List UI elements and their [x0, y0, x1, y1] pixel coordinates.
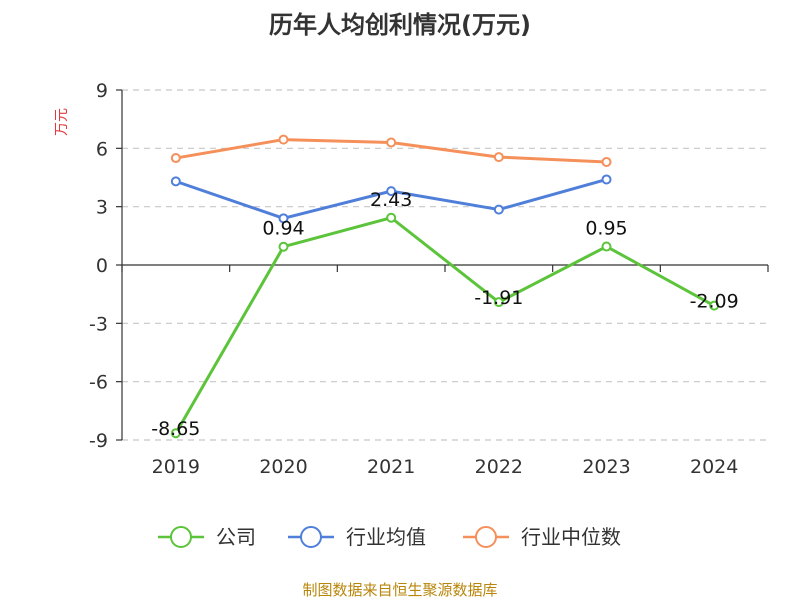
series-line-0	[174, 216, 715, 434]
y-tick-label: 3	[96, 197, 108, 219]
data-label: 0.94	[262, 218, 304, 240]
source-note: 制图数据来自恒生聚源数据库	[302, 581, 497, 599]
chart-title: 历年人均创利情况(万元)	[269, 11, 531, 39]
legend: 公司 行业均值 行业中位数	[158, 525, 621, 549]
y-tick-label: 6	[96, 138, 108, 160]
data-label: 2.43	[370, 189, 412, 211]
y-axis-label: 万元	[54, 108, 70, 136]
x-tick-label: 2020	[259, 456, 307, 478]
data-point	[709, 300, 720, 311]
data-point	[170, 153, 181, 164]
x-tick-label: 2024	[690, 456, 738, 478]
legend-label: 公司	[216, 525, 256, 549]
data-point	[386, 212, 397, 223]
data-point	[278, 213, 289, 224]
x-tick-label: 2019	[152, 456, 200, 478]
data-point	[278, 241, 289, 252]
legend-marker	[300, 526, 322, 548]
data-point	[386, 186, 397, 197]
data-point	[493, 297, 504, 308]
x-tick-label: 2022	[475, 456, 523, 478]
x-tick-labels: 2019 2020 2021 2022 2023 2024	[152, 456, 739, 478]
legend-marker	[475, 526, 497, 548]
x-tick-label: 2023	[582, 456, 630, 478]
data-point	[493, 204, 504, 215]
data-point	[601, 241, 612, 252]
data-point	[493, 152, 504, 163]
data-label: -1.91	[474, 287, 523, 309]
axes	[116, 89, 769, 441]
y-tick-labels: 9 6 3 0 -3 -6 -9	[89, 80, 108, 452]
series-group	[170, 134, 720, 439]
y-tick-label: -3	[89, 313, 108, 335]
data-point	[278, 134, 289, 145]
data-label: -8.65	[151, 418, 200, 440]
data-labels: -8.65 0.94 2.43 -1.91 0.95 -2.09	[151, 189, 739, 440]
y-tick-label: -6	[89, 372, 108, 394]
legend-label: 行业均值	[346, 525, 426, 549]
y-tick-label: 9	[96, 80, 108, 102]
data-point	[601, 156, 612, 167]
y-tick-label: 0	[96, 255, 108, 277]
data-label: -2.09	[690, 291, 739, 313]
data-point	[386, 137, 397, 148]
data-point	[601, 174, 612, 185]
legend-marker	[170, 526, 192, 548]
data-label: 0.95	[585, 218, 627, 240]
legend-label: 行业中位数	[521, 525, 621, 549]
data-point	[170, 428, 181, 439]
y-tick-label: -9	[89, 430, 108, 452]
x-tick-label: 2021	[367, 456, 415, 478]
data-point	[170, 176, 181, 187]
